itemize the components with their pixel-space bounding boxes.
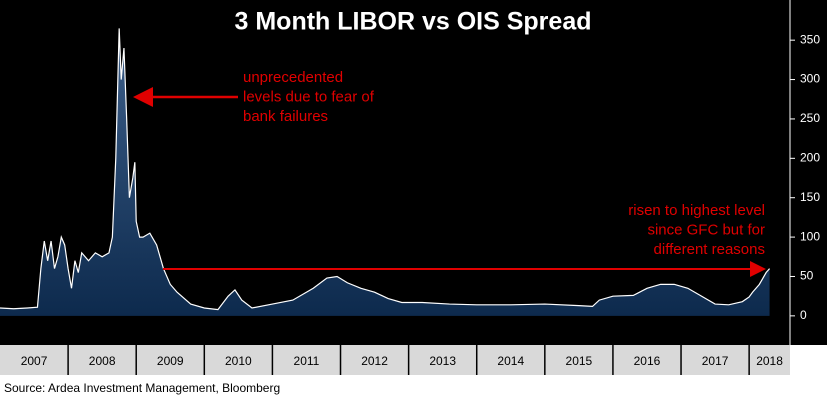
x-axis-band <box>0 345 790 375</box>
annotation: different reasons <box>654 241 765 258</box>
y-tick-label: 200 <box>800 150 820 164</box>
annotation: levels due to fear of <box>243 88 375 105</box>
x-tick-label: 2010 <box>225 354 252 368</box>
x-tick-label: 2015 <box>566 354 593 368</box>
annotation: since GFC but for <box>647 221 765 238</box>
y-tick-label: 250 <box>800 111 820 125</box>
annotation: unprecedented <box>243 69 343 86</box>
line <box>0 28 771 311</box>
x-tick-label: 2009 <box>157 354 184 368</box>
y-tick-label: 50 <box>800 269 814 283</box>
x-tick-label: 2008 <box>89 354 116 368</box>
x-tick-label: 2017 <box>702 354 729 368</box>
annotation: bank failures <box>243 108 328 125</box>
x-tick-label: 2012 <box>361 354 388 368</box>
x-tick-label: 2013 <box>429 354 456 368</box>
x-tick-label: 2014 <box>497 354 524 368</box>
x-tick-label: 2007 <box>21 354 48 368</box>
x-tick-label: 2016 <box>634 354 661 368</box>
y-tick-label: 100 <box>800 229 820 243</box>
x-tick-label: 2018 <box>756 354 783 368</box>
source: Source: Ardea Investment Management, Blo… <box>4 381 280 395</box>
y-tick-label: 150 <box>800 190 820 204</box>
chart-title: 3 Month LIBOR vs OIS Spread <box>235 8 592 36</box>
y-tick-label: 350 <box>800 32 820 46</box>
area <box>0 28 770 316</box>
annotation: risen to highest level <box>628 202 765 219</box>
x-tick-label: 2011 <box>294 354 320 368</box>
y-tick-label: 300 <box>800 72 820 86</box>
y-tick-label: 0 <box>800 308 807 322</box>
